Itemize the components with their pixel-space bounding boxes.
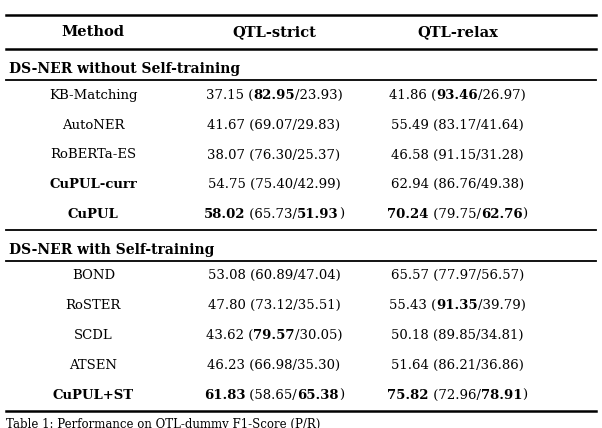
Text: 55.43 (: 55.43 (: [389, 299, 436, 312]
Text: 46.58 (91.15/31.28): 46.58 (91.15/31.28): [391, 149, 524, 161]
Text: 65.38: 65.38: [297, 389, 339, 402]
Text: 91.35: 91.35: [436, 299, 478, 312]
Text: /30.05): /30.05): [294, 329, 342, 342]
Text: /39.79): /39.79): [478, 299, 526, 312]
Text: SCDL: SCDL: [74, 329, 113, 342]
Text: 62.76: 62.76: [481, 208, 523, 221]
Text: 62.94 (86.76/49.38): 62.94 (86.76/49.38): [391, 178, 524, 191]
Text: 75.82: 75.82: [388, 389, 429, 402]
Text: BOND: BOND: [72, 269, 115, 282]
Text: DS-NER without Self-training: DS-NER without Self-training: [9, 62, 240, 76]
Text: 46.23 (66.98/35.30): 46.23 (66.98/35.30): [207, 359, 341, 372]
Text: QTL-relax: QTL-relax: [417, 25, 498, 39]
Text: (65.73/: (65.73/: [245, 208, 297, 221]
Text: 50.18 (89.85/34.81): 50.18 (89.85/34.81): [391, 329, 524, 342]
Text: 82.95: 82.95: [253, 89, 294, 101]
Text: 53.08 (60.89/47.04): 53.08 (60.89/47.04): [208, 269, 340, 282]
Text: (58.65/: (58.65/: [246, 389, 297, 402]
Text: 65.57 (77.97/56.57): 65.57 (77.97/56.57): [391, 269, 524, 282]
Text: (79.75/: (79.75/: [429, 208, 481, 221]
Text: 47.80 (73.12/35.51): 47.80 (73.12/35.51): [208, 299, 340, 312]
Text: 41.86 (: 41.86 (: [389, 89, 436, 101]
Text: 78.91: 78.91: [481, 389, 523, 402]
Text: ): ): [339, 208, 344, 221]
Text: 93.46: 93.46: [436, 89, 478, 101]
Text: 51.93: 51.93: [297, 208, 339, 221]
Text: Method: Method: [62, 25, 125, 39]
Text: 37.15 (: 37.15 (: [205, 89, 253, 101]
Text: 41.67 (69.07/29.83): 41.67 (69.07/29.83): [207, 119, 341, 131]
Text: ): ): [523, 389, 527, 402]
Text: 58.02: 58.02: [204, 208, 245, 221]
Text: CuPUL: CuPUL: [68, 208, 119, 221]
Text: Table 1: Performance on QTL-dummy F1-Score (P/R): Table 1: Performance on QTL-dummy F1-Sco…: [6, 418, 320, 428]
Text: /26.97): /26.97): [478, 89, 526, 101]
Text: QTL-strict: QTL-strict: [232, 25, 316, 39]
Text: 55.49 (83.17/41.64): 55.49 (83.17/41.64): [391, 119, 524, 131]
Text: DS-NER with Self-training: DS-NER with Self-training: [9, 243, 214, 257]
Text: 51.64 (86.21/36.86): 51.64 (86.21/36.86): [391, 359, 524, 372]
Text: 79.57: 79.57: [253, 329, 294, 342]
Text: AutoNER: AutoNER: [62, 119, 125, 131]
Text: ATSEN: ATSEN: [69, 359, 117, 372]
Text: CuPUL-curr: CuPUL-curr: [49, 178, 137, 191]
Text: KB-Matching: KB-Matching: [49, 89, 138, 101]
Text: 54.75 (75.40/42.99): 54.75 (75.40/42.99): [208, 178, 340, 191]
Text: 43.62 (: 43.62 (: [206, 329, 253, 342]
Text: (72.96/: (72.96/: [429, 389, 481, 402]
Text: RoBERTa-ES: RoBERTa-ES: [50, 149, 137, 161]
Text: 38.07 (76.30/25.37): 38.07 (76.30/25.37): [207, 149, 341, 161]
Text: CuPUL+ST: CuPUL+ST: [53, 389, 134, 402]
Text: /23.93): /23.93): [294, 89, 343, 101]
Text: ): ): [339, 389, 344, 402]
Text: 61.83: 61.83: [204, 389, 246, 402]
Text: 70.24: 70.24: [388, 208, 429, 221]
Text: ): ): [523, 208, 527, 221]
Text: RoSTER: RoSTER: [66, 299, 121, 312]
